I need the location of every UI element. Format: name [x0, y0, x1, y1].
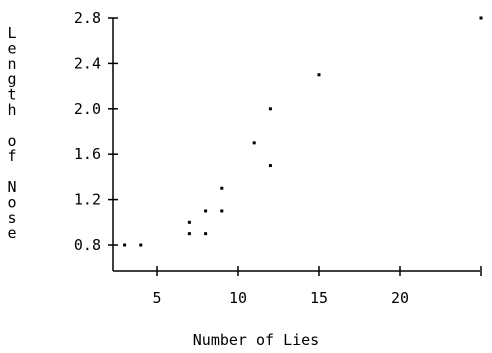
x-tick-label: 15	[310, 289, 328, 307]
data-point	[317, 73, 321, 77]
y-tick-label: 2.4	[74, 54, 101, 72]
data-point	[220, 209, 224, 213]
y-tick-label: 0.8	[74, 236, 101, 254]
y-axis-ticks: 0.8 1.2 1.6 2.0 2.4 2.8	[74, 9, 118, 254]
x-tick-label: 5	[152, 289, 161, 307]
y-tick-label: 1.6	[74, 145, 101, 163]
data-point	[220, 186, 224, 190]
data-point	[268, 164, 272, 168]
data-point	[139, 243, 143, 247]
y-tick-label: 2.0	[74, 100, 101, 118]
data-point	[187, 220, 191, 224]
data-points	[123, 16, 483, 247]
x-axis-ticks: 5 10 15 20	[152, 266, 482, 307]
y-tick-label: 2.8	[74, 9, 101, 27]
data-point	[204, 209, 208, 213]
data-point	[204, 232, 208, 236]
data-point	[479, 16, 483, 20]
x-tick-label: 20	[391, 289, 409, 307]
x-tick-label: 10	[229, 289, 247, 307]
data-point	[268, 107, 272, 111]
data-point	[252, 141, 256, 145]
data-point	[187, 232, 191, 236]
y-tick-label: 1.2	[74, 191, 101, 209]
x-axis-title: Number of Lies	[193, 331, 319, 349]
data-point	[123, 243, 127, 247]
